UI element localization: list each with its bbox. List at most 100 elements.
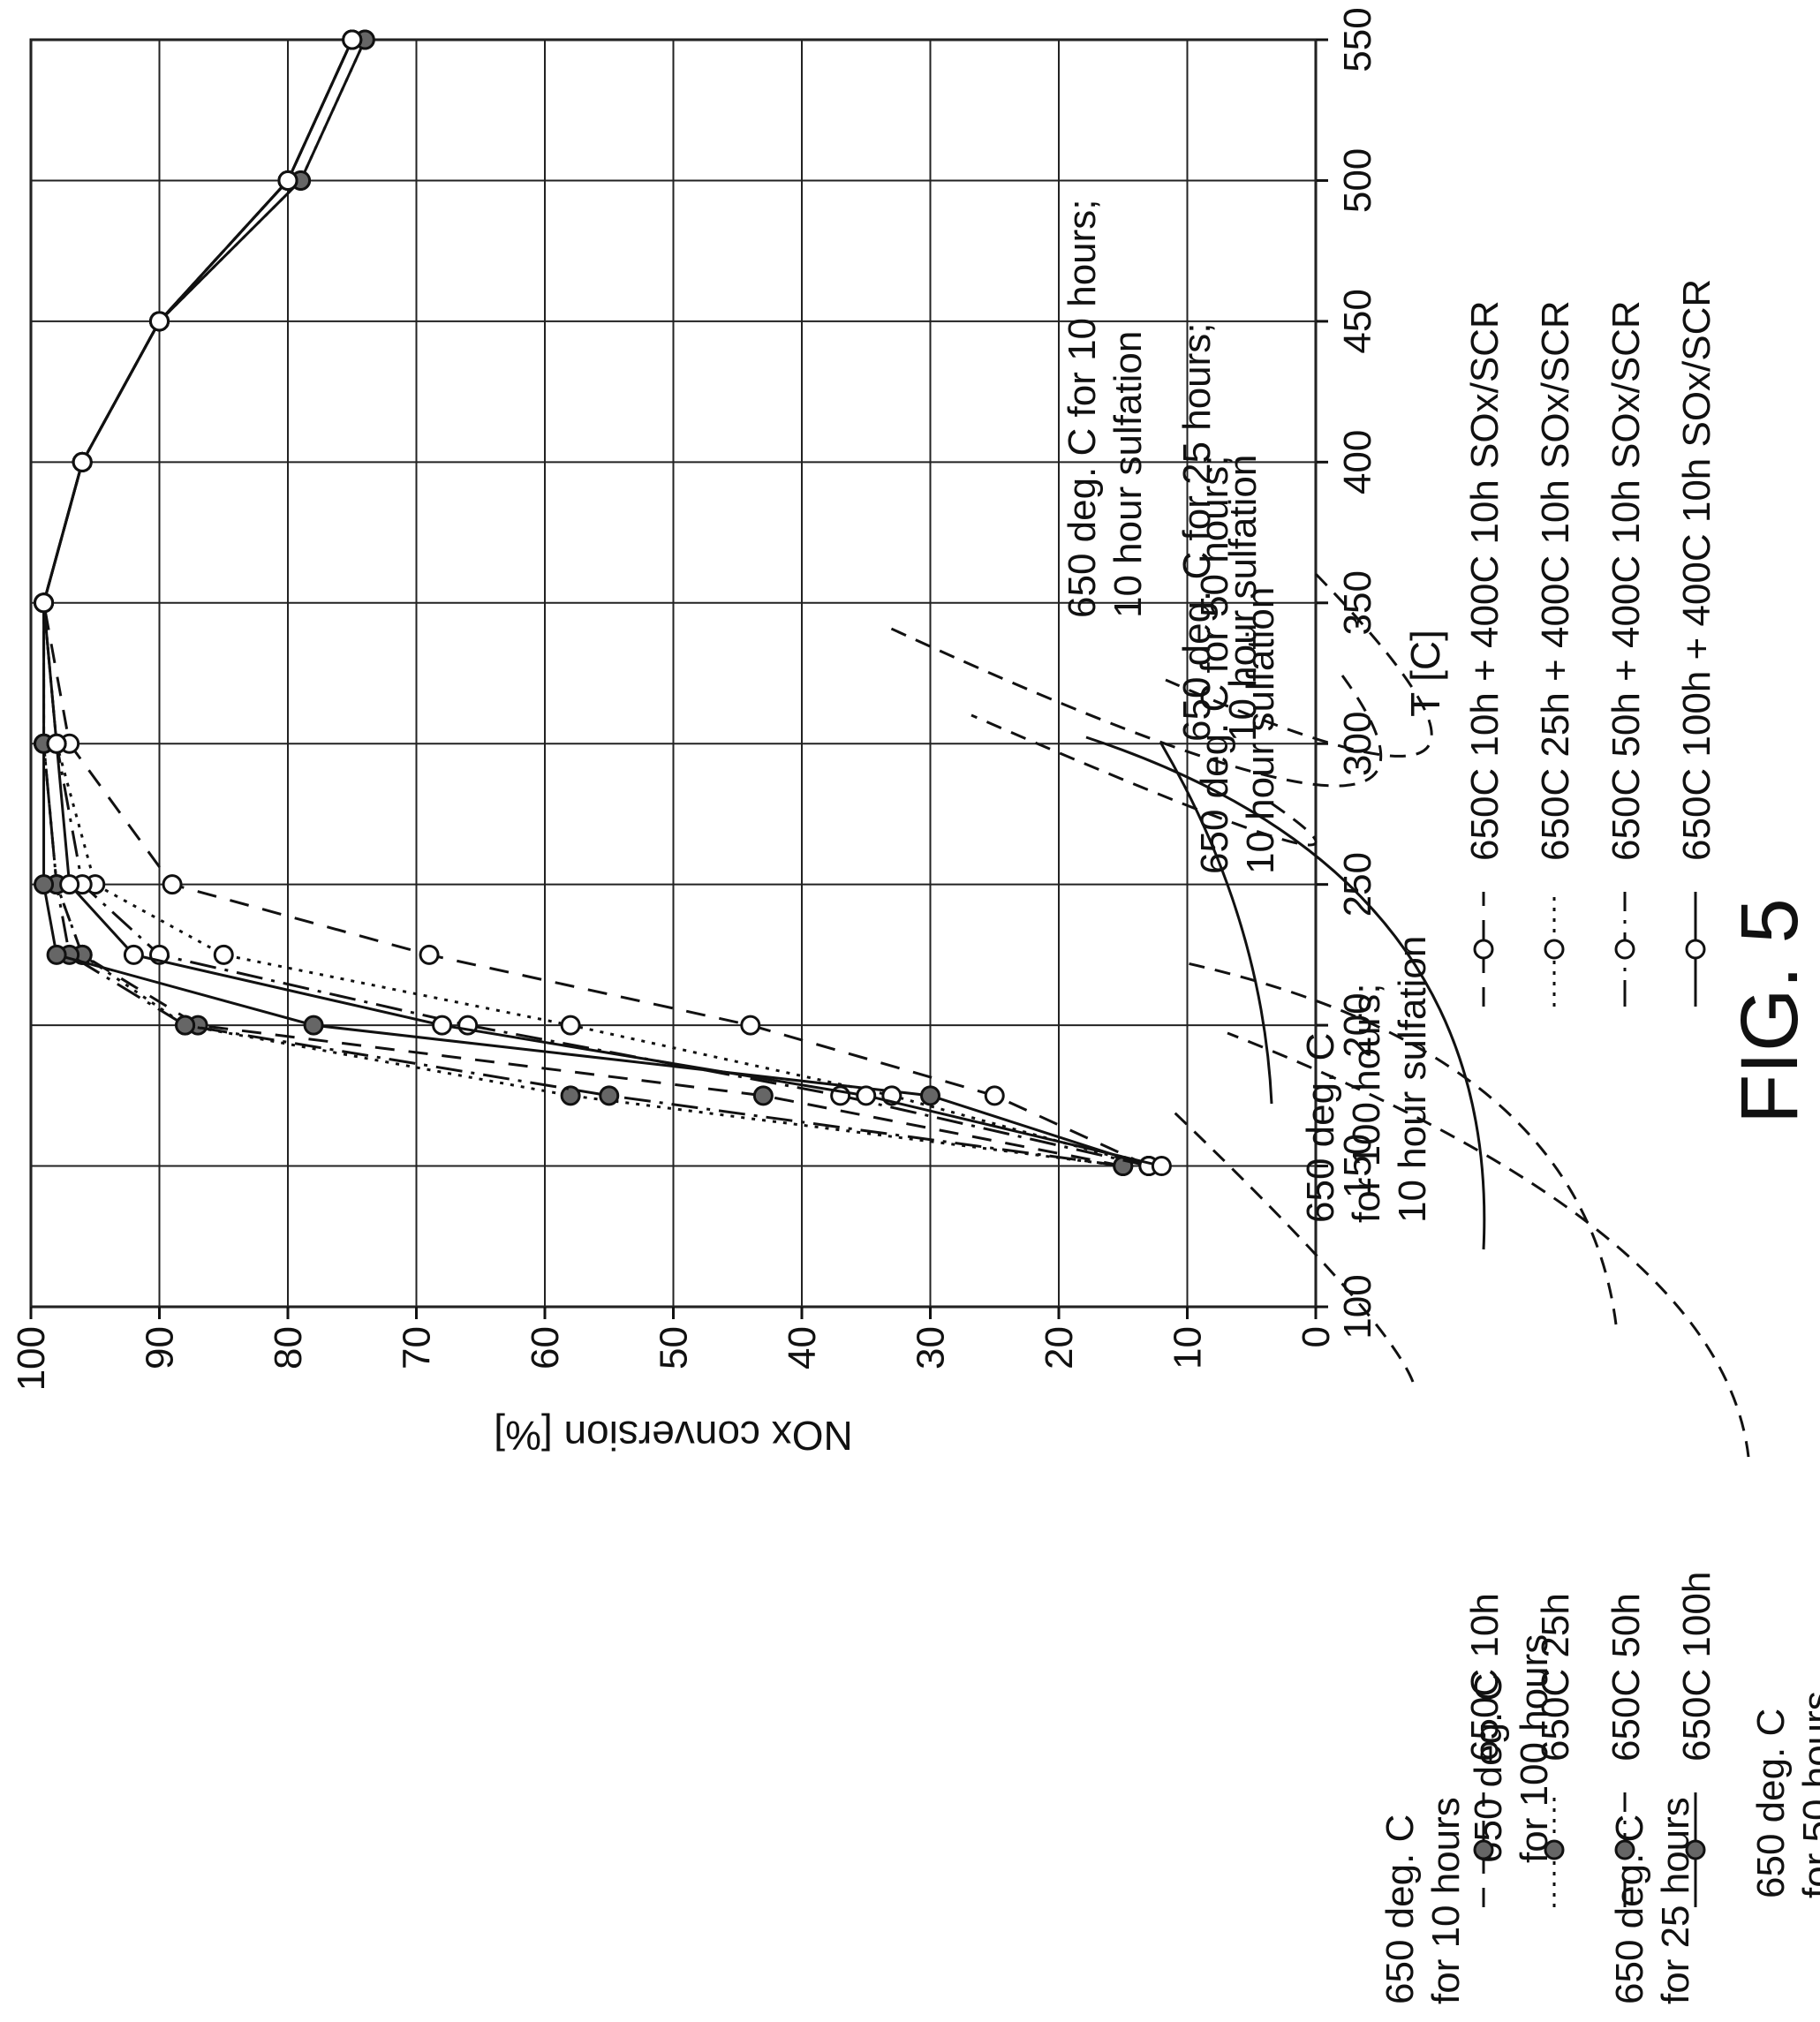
data-point <box>342 29 363 50</box>
x-tick-label: 150 <box>1336 1134 1379 1198</box>
x-axis-label: T [C] <box>1402 630 1448 717</box>
data-point <box>277 170 298 191</box>
annotation-text: 650 deg. C <box>1749 1709 1793 1898</box>
annotation-leader <box>1165 572 1433 758</box>
y-tick-label: 40 <box>781 1326 824 1369</box>
x-tick-label: 400 <box>1336 430 1379 494</box>
annotation-leader <box>1227 1031 1750 1458</box>
data-point <box>46 733 67 754</box>
data-point <box>175 1015 196 1036</box>
legend-entry-7: 650C 50h + 400C 10h SOx/SCR <box>1605 300 1648 1007</box>
legend-swatch-marker <box>1614 939 1635 960</box>
legend-swatch-marker <box>1544 939 1565 960</box>
annotation-7: 650 deg. C for 25 hours; 10 hour sulfatio… <box>887 322 1383 788</box>
y-tick-label: 100 <box>10 1326 53 1391</box>
legend-entry-6: 650C 25h + 400C 10h SOx/SCR <box>1534 300 1577 1007</box>
data-point <box>740 1015 761 1036</box>
annotation-text: for 100 hours <box>1513 1634 1556 1863</box>
data-point <box>303 1015 324 1036</box>
y-tick-label: 70 <box>396 1326 439 1369</box>
y-tick-label: 60 <box>524 1326 567 1369</box>
data-point <box>920 1085 940 1106</box>
annotation-text: for 50 hours <box>1795 1691 1820 1898</box>
figure-label: FIG. 5 <box>1725 898 1815 1124</box>
data-point <box>752 1085 774 1106</box>
legend-label: 650C 100h <box>1675 1572 1718 1762</box>
annotation-3: 650 deg. C for 25 hours <box>1182 961 1697 2004</box>
annotation-text: 650 deg. C <box>1299 1033 1342 1223</box>
grid <box>29 38 1328 1319</box>
annotation-text: 650 deg. C for 10 hours; <box>1061 199 1104 618</box>
y-tick-label: 80 <box>267 1326 310 1369</box>
y-tick-label: 90 <box>139 1326 182 1369</box>
data-point <box>419 944 440 965</box>
y-tick-label: 20 <box>1038 1326 1081 1369</box>
legend-label: 650C 25h <box>1534 1593 1577 1762</box>
legend-label: 650C 25h + 400C 10h SOx/SCR <box>1534 300 1577 861</box>
data-point <box>213 944 234 965</box>
annotation-text: 10 hour sulfation <box>1391 936 1434 1223</box>
tick-labels: 1001502002503003504004505005500102030405… <box>10 7 1379 1391</box>
legend-swatch-marker <box>1614 1839 1635 1860</box>
x-tick-label: 500 <box>1336 148 1379 213</box>
annotation-leader <box>1085 736 1486 1250</box>
data-point <box>599 1085 620 1106</box>
x-tick-label: 250 <box>1336 852 1379 917</box>
legend-entry-1: 650C 10h <box>1463 1593 1507 1907</box>
legend-label: 650C 100h + 400C 10h SOx/SCR <box>1675 279 1718 861</box>
series-8 <box>34 29 1172 1177</box>
legend-entry-5: 650C 10h + 400C 10h SOx/SCR <box>1463 300 1507 1007</box>
annotation-text: 10 hour sulfation <box>1221 455 1265 742</box>
data-point <box>34 592 55 614</box>
annotation-text: 650 deg. C <box>1467 1673 1510 1863</box>
annotation-leader <box>1182 961 1618 1325</box>
legend-entry-8: 650C 100h + 400C 10h SOx/SCR <box>1675 279 1718 1007</box>
legend-label: 650C 50h + 400C 10h SOx/SCR <box>1605 300 1648 861</box>
annotation-text: 10 hour sulfation <box>1239 587 1282 874</box>
y-tick-label: 50 <box>653 1326 696 1369</box>
y-tick-label: 10 <box>1167 1326 1210 1369</box>
legend: 650C 10h 650C 25h 650C 50h 650C 100h 650C 10… <box>1463 279 1718 1907</box>
annotation-leader <box>887 625 1383 788</box>
y-tick-label: 0 <box>1295 1326 1338 1347</box>
data-point <box>984 1085 1005 1106</box>
annotation-8: 650 deg. C for 10 hours; 10 hour sulfatio… <box>1061 199 1433 758</box>
data-point <box>72 451 93 472</box>
legend-swatch-marker <box>1685 939 1706 960</box>
legend-label: 650C 10h + 400C 10h SOx/SCR <box>1463 300 1507 861</box>
data-point <box>560 1085 581 1106</box>
annotation-text: 650 deg. C for 25 hours; <box>1175 322 1219 742</box>
annotation-leader <box>1159 743 1273 1105</box>
data-point <box>1151 1156 1172 1177</box>
legend-entry-3: 650C 50h <box>1605 1593 1648 1907</box>
data-point <box>34 874 55 895</box>
annotation-text: for 25 hours <box>1654 1797 1697 2004</box>
legend-label: 650C 50h <box>1605 1593 1648 1762</box>
data-point <box>123 944 144 965</box>
data-point <box>856 1085 877 1106</box>
data-point <box>59 874 80 895</box>
annotation-leader <box>970 713 1318 847</box>
legend-swatch-marker <box>1685 1839 1706 1860</box>
annotation-text: for 10 hours <box>1424 1797 1468 2004</box>
series-layer <box>34 29 1172 1177</box>
data-point <box>560 1015 581 1036</box>
legend-swatch-marker <box>1544 1839 1565 1860</box>
legend-entry-2: 650C 25h <box>1534 1593 1577 1907</box>
annotation-text: 650 deg. C <box>1378 1815 1422 2004</box>
legend-swatch-marker <box>1473 1839 1494 1860</box>
legend-swatch-marker <box>1473 939 1494 960</box>
data-point <box>432 1015 453 1036</box>
annotation-text: 650 deg. C for 50 hours; <box>1193 455 1236 874</box>
legend-entry-4: 650C 100h <box>1675 1572 1718 1907</box>
data-point <box>162 874 183 895</box>
annotation-text: for 100 hours; <box>1345 984 1388 1224</box>
data-point <box>46 944 67 965</box>
